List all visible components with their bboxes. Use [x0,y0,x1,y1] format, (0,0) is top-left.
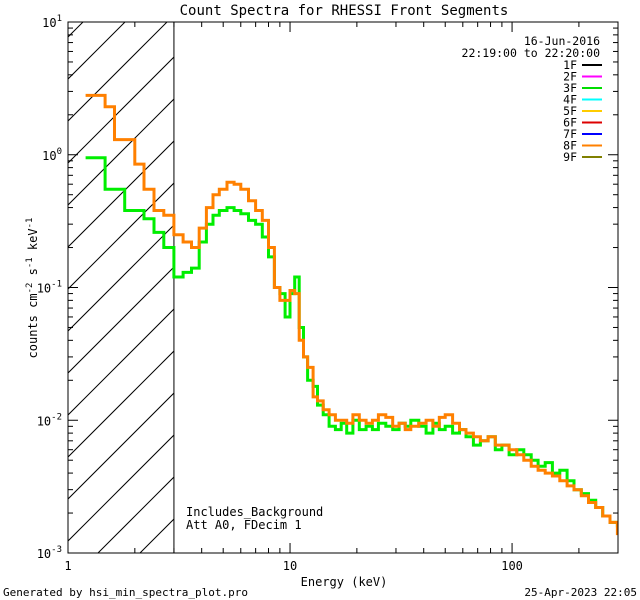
x-tick-label: 1 [64,559,71,573]
hatch-line [68,22,168,122]
legend-label-8F: 8F [563,139,577,153]
y-tick-label: 10-1 [37,280,62,296]
hatch-line [68,392,174,500]
time-range-label: 22:19:00 to 22:20:00 [462,46,601,60]
legend-label-9F: 9F [563,150,577,164]
date-label: 16-Jun-2016 [524,34,600,48]
x-axis-label: Energy (keV) [301,575,388,589]
legend-label-2F: 2F [563,70,577,84]
legend-label-6F: 6F [563,116,577,130]
chart-title: Count Spectra for RHESSI Front Segments [180,3,509,19]
plot-frame [67,21,619,554]
legend-label-7F: 7F [563,127,577,141]
annotation-attenuator: Att A0, FDecim 1 [186,518,302,532]
x-tick-label: 10 [283,559,297,573]
series-line-8F [85,93,618,536]
hatch-line [68,56,174,164]
hatch-line [266,0,640,553]
y-tick-label: 10-3 [37,545,62,561]
hatch-line [68,224,174,332]
hatch-line [350,0,640,553]
legend-label-3F: 3F [563,81,577,95]
legend-label-5F: 5F [563,104,577,118]
hatch-group [0,0,640,553]
footer-timestamp: 25-Apr-2023 22:05 [524,586,637,599]
hatch-line [68,22,126,80]
hatch-line [602,0,640,553]
annotation-background: Includes_Background [186,505,323,519]
hatch-line [476,0,640,553]
footer-generated-by: Generated by hsi_min_spectra_plot.pro [3,586,248,599]
y-tick-label: 10-2 [37,412,62,428]
hatch-line [68,434,174,542]
hatch-line [68,308,174,416]
hatch-line [392,0,640,553]
hatch-line [68,98,174,206]
hatched-region [0,0,640,553]
legend-label-4F: 4F [563,93,577,107]
y-tick-label: 101 [42,14,62,30]
hatch-line [308,0,640,553]
legend-label-1F: 1F [563,58,577,72]
hatch-line [518,0,640,553]
x-tick-label: 100 [501,559,523,573]
hatch-line [0,0,28,553]
hatch-line [224,0,640,553]
y-tick-label: 100 [42,147,62,163]
y-axis-label: counts cm-2 s-1 keV-1 [25,218,40,359]
hatch-line [68,266,174,374]
hatch-line [68,22,84,38]
hatch-line [68,182,174,290]
